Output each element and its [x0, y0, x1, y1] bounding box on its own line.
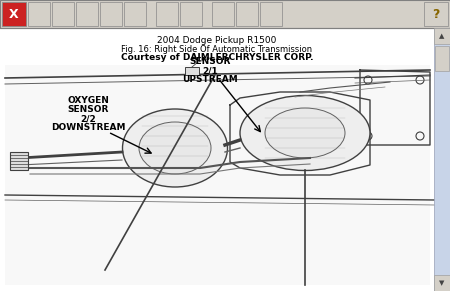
- Bar: [236, 2, 258, 26]
- Bar: [5, 65, 430, 285]
- Bar: [76, 2, 98, 26]
- Text: ▲: ▲: [439, 33, 445, 39]
- Text: Fig. 16: Right Side Of Automatic Transmission: Fig. 16: Right Side Of Automatic Transmi…: [122, 45, 313, 54]
- Bar: [424, 2, 448, 26]
- Bar: [0, 0, 450, 28]
- Bar: [124, 2, 146, 26]
- Text: X: X: [9, 8, 19, 20]
- Bar: [435, 46, 449, 71]
- Text: OXYGEN: OXYGEN: [67, 96, 109, 105]
- Bar: [260, 2, 282, 26]
- Bar: [212, 2, 234, 26]
- Text: 2/2: 2/2: [80, 114, 96, 123]
- Ellipse shape: [265, 108, 345, 158]
- Text: Courtesy of DAIMLERCHRYSLER CORP.: Courtesy of DAIMLERCHRYSLER CORP.: [121, 53, 313, 62]
- Bar: [434, 28, 450, 291]
- Text: UPSTREAM: UPSTREAM: [182, 75, 238, 84]
- Bar: [434, 275, 450, 291]
- Bar: [156, 2, 178, 26]
- Bar: [180, 2, 202, 26]
- Text: DOWNSTREAM: DOWNSTREAM: [51, 123, 125, 132]
- Bar: [100, 2, 122, 26]
- Bar: [28, 2, 50, 26]
- Text: ?: ?: [432, 8, 440, 20]
- Bar: [2, 2, 26, 26]
- Text: SENSOR: SENSOR: [68, 105, 109, 114]
- Ellipse shape: [240, 95, 370, 171]
- Text: SENSOR: SENSOR: [189, 57, 231, 66]
- Bar: [434, 28, 450, 44]
- Ellipse shape: [139, 122, 211, 174]
- Bar: [185, 67, 199, 75]
- Text: 2004 Dodge Pickup R1500: 2004 Dodge Pickup R1500: [158, 36, 277, 45]
- Text: ▼: ▼: [439, 280, 445, 286]
- Ellipse shape: [122, 109, 228, 187]
- Bar: [10, 152, 28, 170]
- Text: 2/1: 2/1: [202, 66, 218, 75]
- Bar: [52, 2, 74, 26]
